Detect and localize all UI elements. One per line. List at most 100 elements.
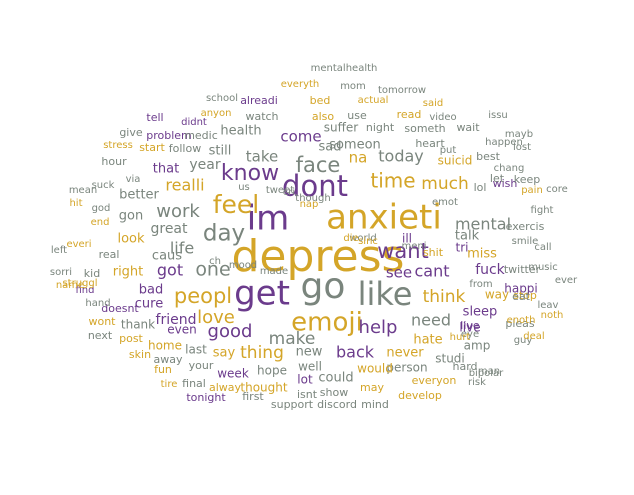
word-102: develop [398,389,442,402]
word-116: post [119,332,143,345]
word-171: hurt [450,332,471,343]
word-108: first [242,390,264,403]
word-125: sorri [50,267,72,278]
word-130: via [126,174,141,185]
word-86: watch [245,110,278,123]
word-185: hit [69,198,82,209]
word-82: suicid [438,154,473,168]
word-137: medic [184,129,218,142]
word-129: suck [92,180,115,191]
word-88: someth [404,122,445,135]
word-131: hour [101,155,127,168]
word-166: risk [468,377,486,388]
word-68: lot [297,373,313,387]
word-152: mayb [505,129,533,140]
word-34: take [246,148,278,166]
word-13: face [296,153,341,177]
word-167: bipolar [469,368,504,379]
word-20: make [269,329,316,349]
word-144: mom [340,81,366,92]
word-95: keep [514,173,541,186]
word-120: real [99,248,120,261]
word-59: bad [139,283,163,298]
word-3: go [301,266,346,307]
word-178: mood [229,260,257,271]
word-9: day [203,221,245,247]
word-70: studi [435,352,465,366]
word-160: call [534,242,551,253]
word-26: realli [165,176,204,195]
word-104: discord [317,398,357,411]
word-189: though [295,193,330,204]
word-162: ever [555,275,578,286]
word-74: amp [464,339,491,353]
word-67: well [298,360,322,374]
word-98: eat [512,290,531,303]
word-156: pain [521,185,543,196]
word-188: nap [300,199,319,210]
word-31: na [349,149,368,167]
word-110: final [182,377,206,390]
word-0: depress [232,231,405,282]
word-136: problem [146,129,192,142]
word-33: see [386,264,412,282]
word-23: think [423,287,466,307]
word-18: love [197,307,235,328]
word-187: name [56,280,84,291]
word-43: great [150,221,188,237]
word-143: bed [310,94,331,107]
word-19: good [208,321,253,342]
word-76: happi [504,282,538,296]
word-51: never [386,346,424,361]
word-176: meni [401,241,426,252]
word-71: person [386,361,427,375]
word-147: tomorrow [378,85,426,96]
word-128: god [92,203,111,214]
word-173: emot [432,197,458,208]
word-21: thing [240,343,284,363]
word-28: life [170,239,194,258]
word-30: need [411,311,451,330]
word-139: didnt [181,117,207,128]
word-190: die [343,233,358,244]
word-85: also [312,110,335,123]
word-181: ch [209,256,221,267]
word-155: chang [494,163,525,174]
word-113: your [189,359,214,372]
word-4: get [234,274,290,314]
word-118: wont [88,315,116,328]
word-164: noth [541,310,564,321]
word-8: feel [213,190,260,219]
word-99: hard [452,360,477,373]
word-192: put [440,145,457,156]
word-97: pleas [505,317,535,330]
word-127: end [91,217,110,228]
word-132: start [139,141,165,154]
word-66: hope [257,364,287,378]
word-1: anxieti [326,198,442,238]
word-83: night [366,121,395,134]
word-22: cant [414,262,449,281]
word-79: tri [456,241,469,255]
word-153: lost [513,142,531,153]
word-35: come [280,128,321,146]
word-75: way [485,288,509,302]
word-42: fuck [475,262,505,278]
word-56: better [119,188,159,203]
word-172: man [478,366,500,377]
word-177: tweet [266,185,294,196]
word-165: guy [514,335,533,346]
word-12: want [377,239,429,263]
word-47: sleep [463,305,498,320]
word-64: last [185,343,207,357]
word-73: live [459,321,480,335]
word-142: alreadi [240,94,278,107]
word-84: use [347,109,367,122]
word-16: one [195,259,230,281]
word-140: anyon [201,108,232,119]
word-112: fun [154,363,172,376]
word-191: sinc [358,236,378,247]
word-186: mean [69,185,97,196]
word-49: say [213,346,236,361]
